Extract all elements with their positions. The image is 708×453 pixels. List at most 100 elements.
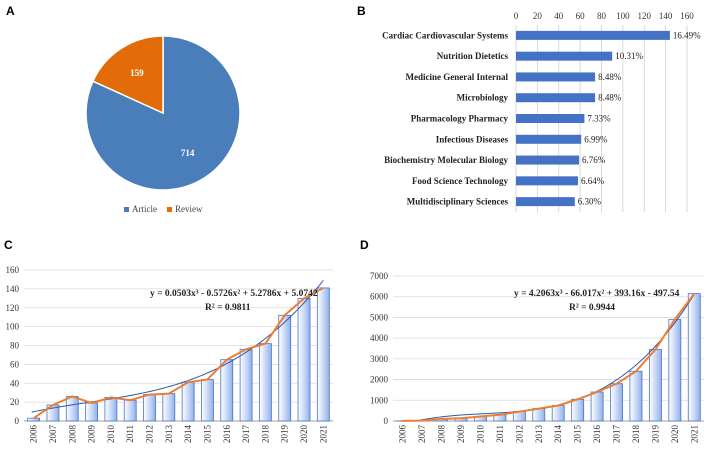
- b-x-tick: 160: [680, 11, 694, 21]
- d-bar: [552, 405, 564, 421]
- b-bar: [516, 31, 670, 40]
- b-category-label: Pharmacology Pharmacy: [411, 114, 509, 124]
- b-data-label: 7.33%: [587, 114, 611, 124]
- d-y-tick: 4000: [370, 333, 389, 343]
- b-data-label: 16.49%: [673, 30, 701, 40]
- c-y-tick: 0: [15, 416, 20, 426]
- b-bar: [516, 135, 581, 144]
- c-y-tick: 20: [10, 397, 20, 407]
- b-x-tick: 80: [597, 11, 607, 21]
- d-bar: [688, 294, 700, 421]
- c-x-tick: 2012: [145, 425, 155, 443]
- c-x-tick: 2016: [222, 425, 232, 444]
- d-x-tick: 2017: [612, 425, 622, 444]
- d-x-tick: 2010: [475, 425, 485, 444]
- c-y-tick: 120: [6, 303, 20, 313]
- b-bar: [516, 72, 595, 81]
- c-y-tick: 60: [10, 359, 20, 369]
- d-x-tick: 2018: [631, 425, 641, 444]
- c-bar: [86, 403, 98, 421]
- c-x-tick: 2011: [125, 425, 135, 443]
- c-bar: [182, 382, 194, 421]
- d-y-tick: 0: [384, 416, 389, 426]
- b-category-labels: Cardiac Cardiovascular SystemsNutrition …: [382, 30, 508, 206]
- b-category-label: Microbiology: [457, 93, 509, 103]
- d-bar: [533, 409, 545, 421]
- d-bar: [591, 392, 603, 421]
- b-data-label: 8.48%: [598, 93, 622, 103]
- d-x-tick: 2015: [573, 425, 583, 444]
- c-y-tick: 160: [6, 265, 20, 275]
- c-x-tick: 2018: [260, 425, 270, 444]
- b-x-tick: 20: [533, 11, 543, 21]
- b-x-tick: 0: [514, 11, 519, 21]
- d-bars: [397, 294, 701, 421]
- b-data-label: 6.99%: [584, 134, 608, 144]
- panel-b-letter: B: [357, 4, 366, 18]
- c-bar: [317, 288, 329, 421]
- c-x-tick: 2013: [164, 425, 174, 444]
- b-x-tick: 120: [638, 11, 652, 21]
- b-data-label: 6.76%: [582, 155, 606, 165]
- c-x-tick: 2010: [106, 425, 116, 444]
- d-x-tick: 2020: [670, 425, 680, 444]
- b-bar: [516, 156, 579, 165]
- pie-legend: Article Review: [124, 204, 203, 214]
- c-bar: [279, 315, 291, 421]
- c-x-tick: 2006: [29, 425, 39, 444]
- d-y-tick: 6000: [370, 292, 389, 302]
- b-bar: [516, 197, 575, 206]
- panel-c-letter: C: [4, 238, 13, 252]
- c-r-squared: R² = 0.9811: [205, 303, 251, 313]
- pie-slices: [86, 36, 240, 190]
- d-x-tick: 2021: [689, 425, 699, 443]
- c-bar: [66, 396, 78, 421]
- legend-swatch-review: [167, 207, 172, 212]
- c-y-tick: 40: [10, 378, 20, 388]
- pie-label-article: 714: [181, 148, 195, 158]
- b-category-label: Nutrition Dietetics: [437, 51, 509, 61]
- d-x-tick: 2013: [534, 425, 544, 444]
- c-bar: [221, 360, 233, 421]
- b-bar: [516, 52, 612, 61]
- d-bar: [649, 350, 661, 421]
- b-data-label: 8.48%: [598, 72, 622, 82]
- panel-d-letter: D: [360, 238, 369, 252]
- d-y-tick: 1000: [370, 395, 389, 405]
- d-trend-equation: y = 4.2063x³ - 66.017x² + 393.16x - 497.…: [514, 289, 680, 299]
- c-x-tick: 2009: [87, 425, 97, 444]
- c-bar: [240, 349, 252, 421]
- legend-label-article: Article: [132, 204, 157, 214]
- c-trend-equation: y = 0.0503x³ - 0.5726x² + 5.2786x + 5.07…: [150, 289, 318, 299]
- b-x-tick: 140: [659, 11, 673, 21]
- pie-label-review: 159: [130, 68, 144, 78]
- d-x-tick: 2009: [456, 425, 466, 444]
- b-x-tick: 100: [616, 11, 630, 21]
- d-y-tick: 3000: [370, 354, 389, 364]
- c-x-tick: 2017: [241, 425, 251, 444]
- b-category-label: Food Science Technology: [412, 176, 509, 186]
- panel-a-letter: A: [6, 4, 15, 18]
- d-y-tick: 5000: [370, 312, 389, 322]
- d-bar: [611, 384, 623, 421]
- c-bar: [259, 344, 271, 421]
- c-x-tick: 2007: [48, 425, 58, 444]
- d-y-tick: 2000: [370, 375, 389, 385]
- c-bar: [144, 395, 156, 421]
- c-bar: [201, 379, 213, 421]
- c-x-tick: 2015: [202, 425, 212, 444]
- b-bar: [516, 114, 584, 123]
- b-x-tick: 40: [554, 11, 564, 21]
- c-bar: [105, 397, 117, 421]
- d-r-squared: R² = 0.9944: [569, 303, 615, 313]
- b-category-label: Biochemistry Molecular Biology: [384, 155, 508, 165]
- b-category-label: Multidisciplinary Sciences: [407, 197, 509, 207]
